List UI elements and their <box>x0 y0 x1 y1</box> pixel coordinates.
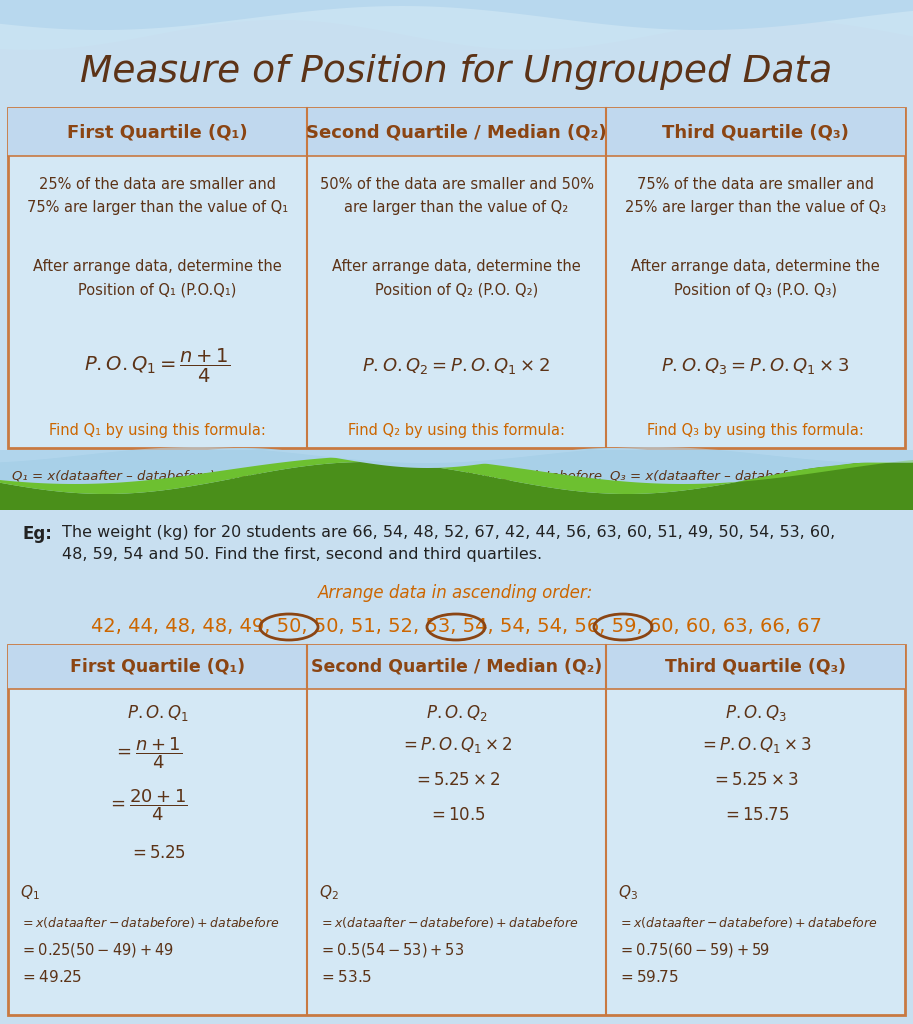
Polygon shape <box>0 462 913 510</box>
Text: $= \dfrac{20+1}{4}$: $= \dfrac{20+1}{4}$ <box>107 787 188 823</box>
Text: Eg:: Eg: <box>22 525 52 543</box>
Text: $= 5.25$: $= 5.25$ <box>129 844 186 862</box>
Polygon shape <box>0 0 913 30</box>
Text: Find Q₁ by using this formula:: Find Q₁ by using this formula: <box>49 423 266 437</box>
Text: $= x(dataafter - databefore) + databefore$: $= x(dataafter - databefore) + databefor… <box>319 915 579 931</box>
Text: $Q_2$: $Q_2$ <box>319 884 339 902</box>
FancyBboxPatch shape <box>8 108 905 156</box>
Text: $= P.O.Q_1 \times 2$: $= P.O.Q_1 \times 2$ <box>400 735 513 755</box>
Text: $Q_3$: $Q_3$ <box>618 884 638 902</box>
Text: Arrange data in ascending order:: Arrange data in ascending order: <box>319 584 593 602</box>
Text: Find Q₃ by using this formula:: Find Q₃ by using this formula: <box>647 423 864 437</box>
Text: Measure of Position for Ungrouped Data: Measure of Position for Ungrouped Data <box>79 54 832 90</box>
Text: $= \dfrac{n+1}{4}$: $= \dfrac{n+1}{4}$ <box>113 735 182 771</box>
Text: The weight (kg) for 20 students are 66, 54, 48, 52, 67, 42, 44, 56, 63, 60, 51, : The weight (kg) for 20 students are 66, … <box>62 525 835 561</box>
Text: $P.O.Q_3$: $P.O.Q_3$ <box>725 703 786 723</box>
Text: Find Q₂ by using this formula:: Find Q₂ by using this formula: <box>348 423 565 437</box>
Text: $= 0.75(60 - 59) + 59$: $= 0.75(60 - 59) + 59$ <box>618 941 770 959</box>
Text: Third Quartile (Q₃): Third Quartile (Q₃) <box>665 658 846 676</box>
Polygon shape <box>0 447 913 463</box>
Text: After arrange data, determine the
Position of Q₂ (P.O. Q₂): After arrange data, determine the Positi… <box>332 259 581 297</box>
Text: $= x(dataafter - databefore) + databefore$: $= x(dataafter - databefore) + databefor… <box>20 915 280 931</box>
Text: 75% of the data are smaller and
25% are larger than the value of Q₃: 75% of the data are smaller and 25% are … <box>624 177 886 215</box>
Text: $P.O.Q_2 = P.O.Q_1 \times 2$: $P.O.Q_2 = P.O.Q_1 \times 2$ <box>362 356 551 376</box>
Text: $= 0.25(50 - 49) + 49$: $= 0.25(50 - 49) + 49$ <box>20 941 173 959</box>
Text: After arrange data, determine the
Position of Q₁ (P.O.Q₁): After arrange data, determine the Positi… <box>33 259 282 297</box>
FancyBboxPatch shape <box>0 450 913 510</box>
Text: Second Quartile / Median (Q₂): Second Quartile / Median (Q₂) <box>306 123 607 141</box>
Polygon shape <box>0 456 913 494</box>
Text: $= 53.5$: $= 53.5$ <box>319 969 373 985</box>
Text: $P.O.Q_2$: $P.O.Q_2$ <box>425 703 488 723</box>
FancyBboxPatch shape <box>8 108 905 449</box>
Text: Third Quartile (Q₃): Third Quartile (Q₃) <box>662 123 849 141</box>
Text: $= 5.25 \times 2$: $= 5.25 \times 2$ <box>413 771 500 790</box>
Text: 50% of the data are smaller and 50%
are larger than the value of Q₂: 50% of the data are smaller and 50% are … <box>320 177 593 215</box>
Text: $= 15.75$: $= 15.75$ <box>722 806 789 824</box>
Text: $P.O.Q_1$: $P.O.Q_1$ <box>127 703 188 723</box>
Text: $= 49.25$: $= 49.25$ <box>20 969 82 985</box>
Text: $= 59.75$: $= 59.75$ <box>618 969 679 985</box>
Text: 25% of the data are smaller and
75% are larger than the value of Q₁: 25% of the data are smaller and 75% are … <box>27 177 289 215</box>
Text: Q₁ = x(dataafter – databefore)+ databefore: Q₁ = x(dataafter – databefore)+ databefo… <box>12 469 303 482</box>
Text: $= x(dataafter - databefore) + databefore$: $= x(dataafter - databefore) + databefor… <box>618 915 878 931</box>
Polygon shape <box>0 449 913 468</box>
Text: $= 0.5(54 - 53) + 53$: $= 0.5(54 - 53) + 53$ <box>319 941 464 959</box>
FancyBboxPatch shape <box>8 645 905 689</box>
Text: Second Quartile / Median (Q₂): Second Quartile / Median (Q₂) <box>310 658 603 676</box>
Text: Q₂ = x(dataafter – databefore)+ databefore: Q₂ = x(dataafter – databefore)+ databefo… <box>311 469 602 482</box>
Text: 42, 44, 48, 48, 49, 50, 50, 51, 52, 53, 54, 54, 54, 56, 59, 60, 60, 63, 66, 67: 42, 44, 48, 48, 49, 50, 50, 51, 52, 53, … <box>90 617 822 637</box>
Text: First Quartile (Q₁): First Quartile (Q₁) <box>70 658 245 676</box>
Text: $P.O.Q_1 = \dfrac{n+1}{4}$: $P.O.Q_1 = \dfrac{n+1}{4}$ <box>84 347 231 385</box>
Polygon shape <box>0 0 913 50</box>
FancyBboxPatch shape <box>8 645 905 1015</box>
Text: $Q_1$: $Q_1$ <box>20 884 40 902</box>
Text: $= P.O.Q_1 \times 3$: $= P.O.Q_1 \times 3$ <box>698 735 812 755</box>
Text: After arrange data, determine the
Position of Q₃ (P.O. Q₃): After arrange data, determine the Positi… <box>631 259 880 297</box>
Text: $= 10.5$: $= 10.5$ <box>427 806 486 824</box>
Text: First Quartile (Q₁): First Quartile (Q₁) <box>68 123 247 141</box>
Text: $P.O.Q_3 = P.O.Q_1 \times 3$: $P.O.Q_3 = P.O.Q_1 \times 3$ <box>661 356 850 376</box>
Text: Q₃ = x(dataafter – databefore)+ databefore: Q₃ = x(dataafter – databefore)+ databefo… <box>610 469 901 482</box>
Text: $= 5.25 \times 3$: $= 5.25 \times 3$ <box>711 771 800 790</box>
